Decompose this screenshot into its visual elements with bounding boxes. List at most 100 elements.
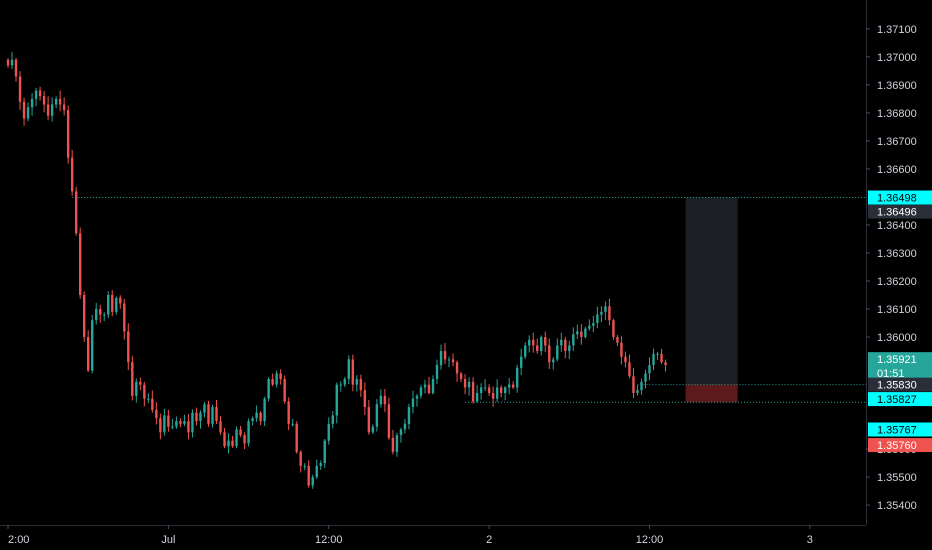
candle-body bbox=[91, 320, 94, 371]
candle-body bbox=[211, 407, 214, 424]
price-tick-label: 1.36000 bbox=[877, 332, 917, 344]
price-tick-label: 1.37100 bbox=[877, 24, 917, 36]
candle-body bbox=[46, 104, 50, 116]
candle-body bbox=[99, 309, 102, 315]
candle-body bbox=[239, 429, 242, 436]
candle-body bbox=[399, 429, 403, 436]
candle-body bbox=[139, 381, 142, 385]
target-zone bbox=[685, 197, 738, 385]
candle-body bbox=[315, 465, 318, 478]
candle-body bbox=[255, 412, 258, 419]
candle-body bbox=[303, 465, 306, 467]
candle-body bbox=[503, 387, 507, 394]
candle-body bbox=[403, 423, 407, 430]
candle-body bbox=[576, 331, 579, 335]
stop-label-box bbox=[868, 422, 932, 437]
candle-body bbox=[159, 418, 162, 433]
candle-body bbox=[451, 359, 455, 363]
candle-body bbox=[58, 98, 62, 105]
candle-body bbox=[215, 407, 218, 422]
time-tick-label: 12:00 bbox=[315, 534, 343, 546]
candle-body bbox=[223, 432, 226, 447]
time-tick-label: 12:00 bbox=[636, 534, 664, 546]
candle-body bbox=[347, 359, 351, 380]
candle-body bbox=[644, 373, 647, 382]
lowest-label-box bbox=[868, 438, 932, 453]
candle-body bbox=[123, 303, 126, 332]
candle-body bbox=[227, 440, 230, 447]
candle-body bbox=[74, 191, 78, 234]
candle-body bbox=[155, 409, 158, 419]
price-tick-label: 1.36200 bbox=[877, 276, 917, 288]
candle-body bbox=[455, 362, 459, 374]
candle-body bbox=[656, 353, 659, 355]
candle-body bbox=[62, 104, 66, 111]
candle-body bbox=[127, 331, 130, 363]
candle-body bbox=[564, 339, 567, 352]
candle-body bbox=[520, 356, 523, 368]
candle-body bbox=[423, 384, 427, 388]
candle-body bbox=[528, 339, 531, 346]
candle-body bbox=[331, 415, 334, 424]
candle-body bbox=[363, 390, 367, 408]
candle-body bbox=[407, 407, 411, 424]
candle-body bbox=[195, 412, 198, 422]
candle-body bbox=[179, 421, 182, 424]
candle-body bbox=[443, 351, 447, 360]
candle-body bbox=[632, 376, 635, 394]
candle-body bbox=[219, 421, 222, 433]
candle-body bbox=[78, 233, 82, 295]
entry-label-box bbox=[868, 377, 932, 392]
candle-body bbox=[6, 59, 10, 66]
candle-body bbox=[415, 395, 419, 399]
candle-body bbox=[14, 59, 18, 77]
candle-body bbox=[243, 435, 246, 444]
candle-body bbox=[111, 294, 114, 312]
candle-body bbox=[379, 395, 383, 405]
stop-line-label: 1.35827 bbox=[877, 394, 917, 406]
candle-body bbox=[167, 415, 170, 427]
candle-body bbox=[600, 311, 603, 315]
entry-label: 1.35830 bbox=[877, 380, 917, 392]
candle-body bbox=[540, 337, 543, 352]
candle-body bbox=[70, 157, 74, 192]
candle-body bbox=[387, 404, 391, 438]
candle-body bbox=[648, 365, 651, 374]
candle-body bbox=[636, 390, 639, 394]
candle-body bbox=[664, 362, 667, 366]
candle-body bbox=[163, 415, 166, 433]
price-tick-label: 1.36100 bbox=[877, 304, 917, 316]
candle-body bbox=[511, 384, 515, 388]
candle-body bbox=[375, 404, 379, 427]
candle-body bbox=[536, 345, 539, 352]
candle-body bbox=[411, 398, 415, 408]
price-tick-label: 1.36900 bbox=[877, 80, 917, 92]
candle-body bbox=[283, 379, 286, 402]
candle-body bbox=[439, 351, 443, 366]
countdown-label: 01:51 bbox=[877, 368, 905, 380]
candle-body bbox=[463, 379, 467, 388]
candle-body bbox=[584, 328, 587, 338]
candle-body bbox=[447, 359, 451, 361]
position-zones bbox=[685, 197, 738, 403]
candle-body bbox=[560, 339, 563, 346]
price-tick-label: 1.36600 bbox=[877, 164, 917, 176]
candle-body bbox=[616, 337, 619, 343]
candle-body bbox=[187, 421, 190, 433]
candle-body bbox=[135, 381, 138, 396]
candle-body bbox=[628, 362, 631, 377]
candle-body bbox=[495, 387, 499, 399]
candle-body bbox=[568, 345, 571, 352]
candle-body bbox=[231, 440, 234, 447]
candle-body bbox=[640, 381, 643, 391]
candle-body bbox=[18, 76, 22, 102]
candle-body bbox=[95, 309, 98, 321]
candle-body bbox=[287, 401, 290, 424]
candle-body bbox=[351, 359, 355, 385]
time-tick-label: 2:00 bbox=[8, 534, 29, 546]
candle-body bbox=[572, 334, 575, 346]
candle-body bbox=[319, 463, 322, 466]
time-axis[interactable]: 2:00 Jul 12:00 2 12:00 3 bbox=[7, 525, 813, 546]
candle-body bbox=[54, 98, 58, 105]
